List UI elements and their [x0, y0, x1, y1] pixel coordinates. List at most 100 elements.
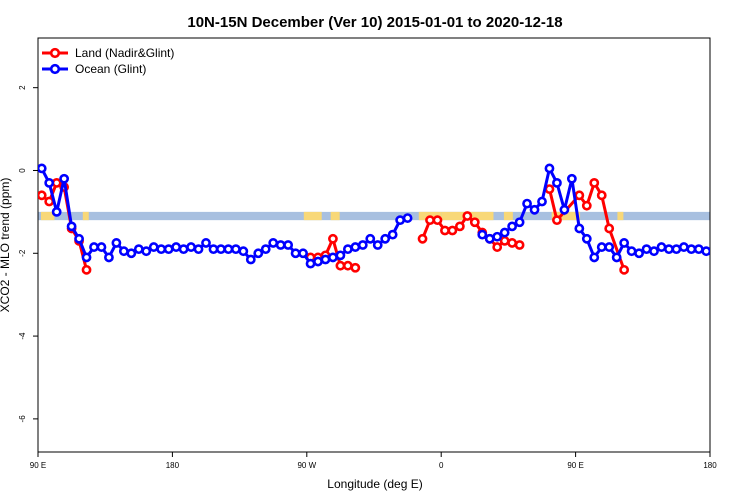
x-tick-label: 90 W	[297, 461, 316, 470]
data-point	[126, 248, 137, 259]
data-point	[51, 177, 62, 188]
data-point	[499, 235, 510, 246]
data-point	[216, 244, 226, 255]
data-point	[74, 233, 84, 244]
data-point	[283, 240, 294, 250]
chart-title: 10N-15N December (Ver 10) 2015-01-01 to …	[187, 14, 562, 31]
data-point	[581, 233, 592, 244]
series-0	[38, 177, 630, 275]
data-point	[671, 244, 682, 255]
data-point	[581, 200, 592, 211]
data-point	[678, 242, 689, 252]
x-tick-label: 180	[703, 461, 717, 470]
data-point	[104, 252, 114, 263]
data-point	[298, 248, 308, 259]
y-tick-label: -6	[18, 415, 27, 423]
data-point	[290, 248, 301, 259]
data-point	[417, 233, 428, 244]
data-point	[193, 244, 204, 255]
data-point	[522, 198, 532, 209]
x-tick-label: 90 E	[567, 461, 583, 470]
data-point	[484, 233, 495, 244]
land-band-segment	[503, 211, 513, 221]
data-point	[552, 177, 562, 188]
data-point	[447, 225, 458, 236]
data-point	[566, 173, 577, 184]
land-band-segment	[40, 211, 55, 221]
legend-marker	[49, 47, 61, 59]
land-band-segment	[303, 211, 322, 221]
data-point	[357, 240, 368, 250]
data-point	[118, 246, 129, 257]
data-point	[335, 250, 346, 261]
data-point	[507, 238, 518, 248]
y-tick-label: 2	[18, 85, 27, 90]
data-point	[335, 260, 346, 271]
data-point	[253, 248, 264, 259]
data-point	[537, 196, 547, 207]
plot-area: 90 E 180 90 W 0 90 E 180 2 0 -2 -4 -6	[18, 37, 717, 470]
data-point	[186, 242, 196, 252]
data-point	[38, 163, 47, 174]
data-point	[596, 190, 607, 201]
data-point	[238, 246, 249, 257]
data-point	[559, 204, 570, 215]
data-point	[402, 213, 413, 223]
y-tick-label: 0	[18, 168, 27, 173]
y-tick-label: -2	[18, 249, 27, 257]
data-point	[81, 264, 92, 275]
data-point	[544, 163, 555, 174]
data-point	[350, 262, 361, 273]
data-point	[38, 190, 47, 201]
x-tick-label: 180	[166, 461, 180, 470]
x-tick-label: 90 E	[30, 461, 46, 470]
data-point	[425, 215, 435, 226]
data-point	[641, 244, 652, 255]
data-point	[440, 225, 450, 236]
legend: Land (Nadir&Glint) Ocean (Glint)	[42, 46, 174, 76]
data-point	[574, 223, 585, 234]
data-point	[96, 242, 107, 252]
data-point	[275, 240, 286, 250]
series-line	[40, 180, 88, 271]
legend-label: Ocean (Glint)	[75, 62, 146, 76]
data-point	[544, 184, 555, 195]
data-point	[148, 242, 159, 252]
data-point	[171, 242, 182, 252]
data-point	[342, 244, 353, 255]
data-point	[395, 215, 406, 226]
data-point	[66, 221, 77, 232]
series-line	[548, 179, 626, 271]
data-point	[499, 227, 510, 238]
data-point	[133, 244, 144, 255]
data-point	[44, 177, 55, 188]
land-band-segment	[617, 211, 624, 221]
data-point	[589, 177, 600, 188]
data-point	[514, 240, 525, 250]
x-axis-label: Longitude (deg E)	[327, 477, 422, 491]
data-point	[268, 238, 279, 248]
data-point	[604, 223, 615, 234]
land-band-segment	[330, 211, 340, 221]
data-point	[111, 238, 122, 248]
data-point	[596, 242, 607, 252]
y-tick-label: -4	[18, 332, 27, 340]
data-point	[163, 244, 174, 255]
data-point	[141, 246, 152, 257]
data-point	[477, 229, 488, 240]
data-point	[223, 244, 234, 255]
data-point	[320, 254, 331, 265]
data-point	[81, 252, 92, 263]
data-point	[245, 254, 256, 265]
data-point	[462, 211, 473, 221]
data-point	[634, 248, 644, 259]
y-axis-label: XCO2 - MLO trend (ppm)	[0, 178, 12, 313]
data-point	[649, 246, 659, 257]
data-point	[350, 242, 361, 252]
data-point	[469, 217, 480, 228]
data-point	[604, 242, 615, 252]
data-point	[328, 252, 338, 263]
data-point	[59, 173, 70, 184]
data-point	[44, 196, 55, 207]
